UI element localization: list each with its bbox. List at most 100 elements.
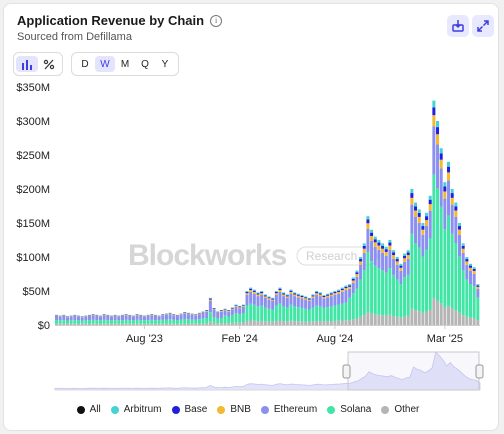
bar-segment-solana[interactable] (157, 320, 161, 324)
bar-segment-solana[interactable] (102, 319, 106, 324)
bar-segment-ethereum[interactable] (355, 276, 359, 289)
bar-segment-bnb[interactable] (55, 315, 58, 316)
bar-segment-other[interactable] (410, 308, 414, 325)
bar-segment-arbitrum[interactable] (417, 209, 421, 213)
bar-segment-base[interactable] (348, 285, 352, 287)
bar-segment-arbitrum[interactable] (307, 297, 311, 299)
bar-segment-ethereum[interactable] (139, 315, 143, 321)
bar-segment-base[interactable] (414, 206, 418, 211)
bar-segment-bnb[interactable] (329, 294, 333, 297)
bar-segment-ethereum[interactable] (289, 293, 293, 305)
bar-segment-bnb[interactable] (128, 315, 132, 316)
bar-segment-ethereum[interactable] (219, 311, 223, 318)
bar-segment-bnb[interactable] (465, 261, 469, 265)
bar-segment-ethereum[interactable] (113, 315, 117, 321)
bar-segment-other[interactable] (263, 321, 267, 325)
bar-segment-solana[interactable] (175, 320, 179, 324)
bar-segment-solana[interactable] (472, 286, 476, 319)
bar-segment-base[interactable] (366, 219, 370, 224)
bar-segment-base[interactable] (212, 308, 216, 310)
bar-segment-bnb[interactable] (106, 315, 110, 316)
bar-segment-arbitrum[interactable] (461, 243, 465, 246)
bar-segment-other[interactable] (157, 323, 161, 325)
bar-segment-base[interactable] (344, 286, 348, 289)
bar-segment-ethereum[interactable] (194, 315, 198, 320)
bar-segment-other[interactable] (186, 323, 190, 325)
bar-segment-solana[interactable] (164, 319, 168, 324)
bar-segment-other[interactable] (373, 314, 377, 325)
bar-segment-ethereum[interactable] (234, 306, 238, 314)
bar-segment-bnb[interactable] (274, 293, 278, 295)
bar-segment-other[interactable] (285, 321, 289, 325)
bar-segment-other[interactable] (234, 322, 238, 325)
bar-segment-other[interactable] (428, 309, 432, 326)
bar-segment-arbitrum[interactable] (458, 223, 462, 227)
bar-segment-other[interactable] (399, 317, 403, 325)
bar-segment-bnb[interactable] (311, 296, 315, 298)
bar-segment-other[interactable] (172, 323, 176, 325)
bar-segment-bnb[interactable] (344, 288, 348, 291)
bar-segment-arbitrum[interactable] (392, 250, 396, 253)
bar-segment-arbitrum[interactable] (267, 296, 271, 298)
bar-segment-arbitrum[interactable] (212, 308, 216, 309)
bar-segment-bnb[interactable] (304, 298, 308, 300)
bar-segment-ethereum[interactable] (124, 315, 128, 320)
bar-segment-bnb[interactable] (403, 258, 407, 262)
bar-segment-ethereum[interactable] (73, 315, 77, 321)
bar-segment-ethereum[interactable] (98, 316, 102, 321)
bar-segment-other[interactable] (318, 321, 322, 325)
bar-segment-solana[interactable] (238, 314, 242, 323)
bar-segment-bnb[interactable] (267, 298, 271, 300)
bar-segment-solana[interactable] (124, 319, 128, 324)
bar-segment-arbitrum[interactable] (472, 267, 476, 269)
bar-segment-solana[interactable] (359, 279, 363, 317)
bar-segment-base[interactable] (234, 305, 238, 306)
bar-segment-bnb[interactable] (194, 314, 198, 316)
bar-segment-ethereum[interactable] (161, 315, 165, 320)
bar-segment-other[interactable] (168, 323, 172, 325)
bar-segment-base[interactable] (465, 259, 469, 262)
bar-segment-bnb[interactable] (322, 297, 326, 299)
bar-segment-arbitrum[interactable] (421, 223, 425, 227)
bar-segment-other[interactable] (183, 323, 187, 325)
bar-segment-ethereum[interactable] (443, 198, 447, 230)
bar-segment-bnb[interactable] (227, 311, 231, 312)
bar-segment-ethereum[interactable] (95, 315, 99, 321)
bar-segment-bnb[interactable] (73, 315, 77, 316)
bar-segment-ethereum[interactable] (179, 314, 183, 320)
legend-item-solana[interactable]: Solana (327, 404, 371, 415)
bar-segment-ethereum[interactable] (102, 315, 106, 320)
bar-segment-arbitrum[interactable] (348, 284, 352, 286)
bar-segment-solana[interactable] (458, 256, 462, 313)
bar-segment-base[interactable] (300, 295, 304, 298)
bar-segment-other[interactable] (267, 321, 271, 325)
bar-segment-other[interactable] (65, 323, 69, 325)
bar-segment-bnb[interactable] (381, 248, 385, 253)
bar-segment-solana[interactable] (219, 317, 223, 324)
bar-segment-solana[interactable] (271, 309, 275, 322)
bar-segment-ethereum[interactable] (197, 314, 201, 320)
bar-segment-bnb[interactable] (315, 293, 319, 295)
bar-segment-arbitrum[interactable] (318, 292, 322, 294)
bar-segment-solana[interactable] (450, 233, 454, 309)
bar-segment-bnb[interactable] (190, 314, 194, 315)
bar-segment-other[interactable] (384, 315, 388, 325)
bar-segment-arbitrum[interactable] (377, 240, 381, 243)
bar-segment-arbitrum[interactable] (256, 292, 260, 294)
bar-segment-solana[interactable] (197, 319, 201, 324)
bar-segment-other[interactable] (278, 320, 282, 325)
navigator-left-handle[interactable] (342, 364, 351, 379)
bar-segment-solana[interactable] (381, 270, 385, 316)
bar-segment-solana[interactable] (84, 320, 88, 324)
bar-segment-bnb[interactable] (249, 290, 253, 292)
bar-segment-arbitrum[interactable] (450, 189, 454, 194)
bar-segment-solana[interactable] (351, 293, 355, 320)
bar-segment-arbitrum[interactable] (454, 202, 458, 207)
bar-segment-bnb[interactable] (175, 315, 179, 316)
bar-segment-solana[interactable] (425, 249, 429, 312)
bar-segment-ethereum[interactable] (274, 294, 278, 306)
bar-segment-ethereum[interactable] (186, 314, 190, 320)
bar-segment-solana[interactable] (395, 279, 399, 317)
bar-segment-ethereum[interactable] (340, 291, 344, 304)
bar-segment-bnb[interactable] (388, 245, 392, 250)
